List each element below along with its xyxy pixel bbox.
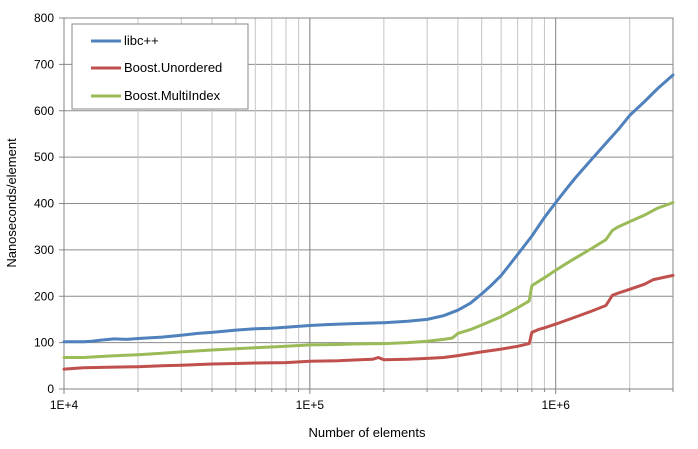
y-tick-label: 500 [34, 150, 54, 164]
y-tick-label: 300 [34, 243, 54, 257]
y-axis-title: Nanoseconds/element [4, 138, 19, 268]
y-tick-label: 600 [34, 104, 54, 118]
y-tick-label: 0 [47, 382, 54, 396]
y-tick-label: 100 [34, 336, 54, 350]
legend-item-boost-unordered: Boost.Unordered [91, 60, 222, 75]
series-line-boost-multiindex [62, 201, 675, 359]
y-tick-label: 800 [34, 11, 54, 25]
series-line-boost-unordered [62, 273, 675, 371]
x-tick-label: 1E+5 [296, 398, 325, 412]
legend-label-boost-multiindex: Boost.MultiIndex [124, 88, 221, 103]
y-tick-label: 400 [34, 197, 54, 211]
legend-label-libc++: libc++ [124, 33, 159, 48]
y-tick-label: 700 [34, 57, 54, 71]
x-tick-label: 1E+6 [542, 398, 571, 412]
legend-item-boost-multiindex: Boost.MultiIndex [91, 88, 221, 103]
legend-label-boost-unordered: Boost.Unordered [124, 60, 222, 75]
tick-labels: 0 100 200 300 400 500 600 700 800 1E+4 1E+5 1E+6 [34, 11, 570, 412]
x-tick-label: 1E+4 [50, 398, 79, 412]
legend-item-libc++: libc++ [91, 33, 159, 48]
legend: libc++ Boost.Unordered Boost.MultiIndex [71, 23, 249, 110]
y-tick-label: 200 [34, 289, 54, 303]
series-lines [62, 73, 675, 371]
series-line-libc++ [62, 73, 675, 344]
x-axis-title: Number of elements [308, 425, 426, 440]
